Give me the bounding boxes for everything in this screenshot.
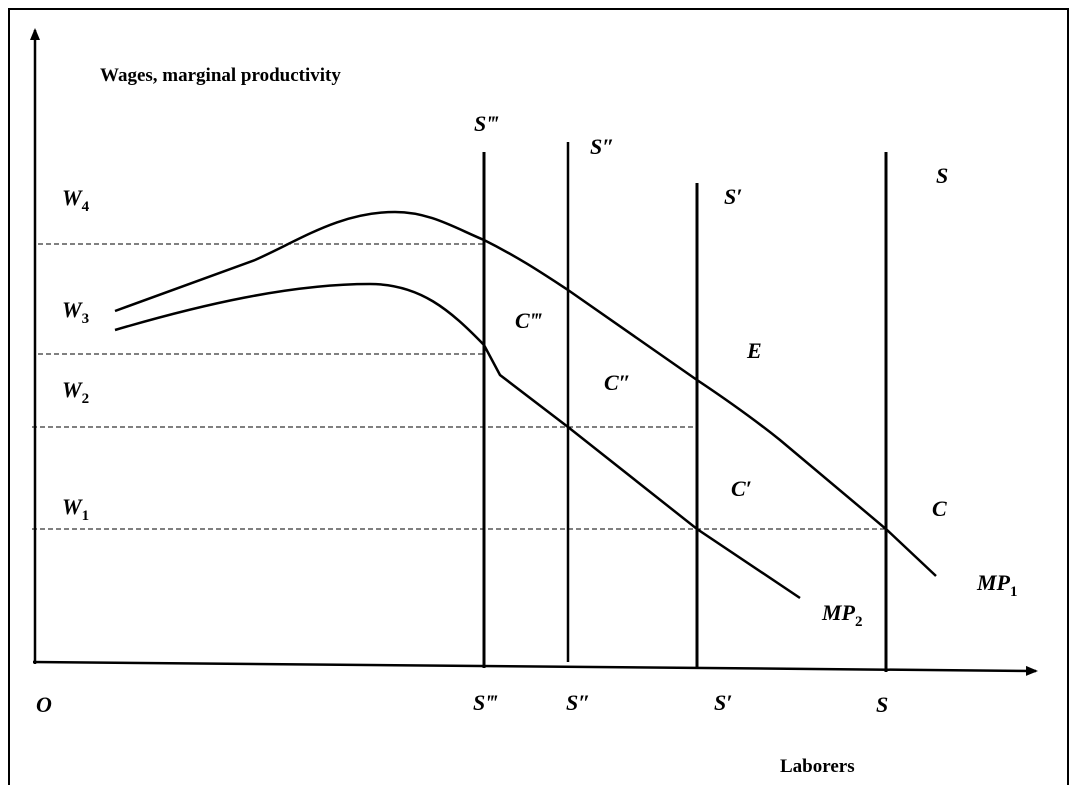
curve-label: MP1 (976, 570, 1018, 600)
supply-label: S′ (714, 690, 732, 715)
point-label: C‴ (515, 308, 543, 333)
supply-label: S‴ (473, 690, 498, 715)
point-label: C′ (731, 476, 752, 501)
origin-label: O (36, 692, 52, 717)
wage-label: W1 (62, 494, 89, 524)
supply-label: S″ (566, 690, 590, 715)
point-label: E (746, 338, 762, 363)
mp1-curve (114, 210, 937, 577)
supply-label: S′ (724, 184, 742, 209)
mp2-curve (114, 282, 801, 600)
wage-label: W2 (62, 377, 89, 407)
wage-label: W4 (62, 185, 90, 215)
frame (8, 8, 1069, 785)
point-label: C″ (604, 370, 631, 395)
x-axis (32, 660, 1038, 676)
supply-label: S″ (590, 134, 614, 159)
point-label: C (932, 496, 947, 521)
curve-label: MP2 (821, 600, 863, 630)
supply-label: S‴ (474, 111, 499, 136)
supply-label: S (936, 163, 948, 188)
title: Wages, marginal productivity (100, 65, 341, 86)
x-axis-label: Laborers (780, 756, 855, 777)
wage-label: W3 (62, 297, 89, 327)
supply-label: S (876, 692, 888, 717)
